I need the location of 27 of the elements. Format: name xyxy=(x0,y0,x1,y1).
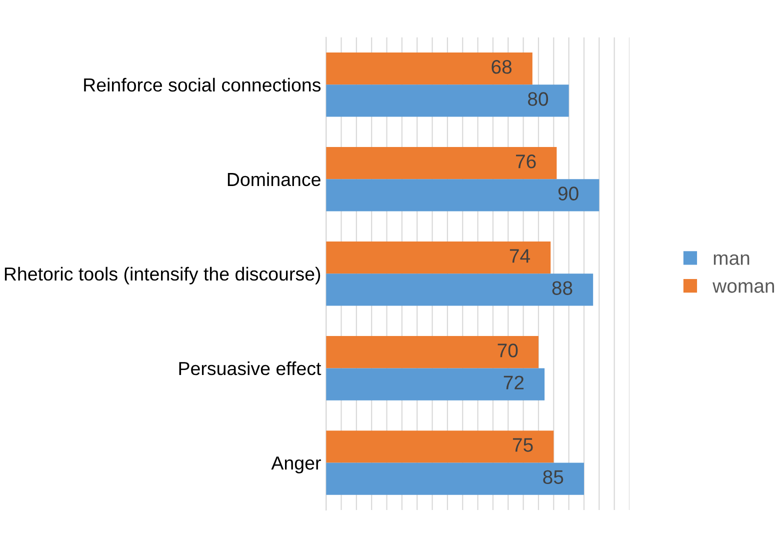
y-tick-label: Persuasive effect xyxy=(179,361,322,376)
y-tick-label: Dominance xyxy=(228,172,320,186)
data-label: 76 xyxy=(516,154,536,168)
legend-label: woman xyxy=(712,282,774,293)
y-tick-label: Anger xyxy=(271,456,321,474)
data-label: 88 xyxy=(552,281,572,295)
bar xyxy=(326,84,569,117)
y-tick-label: Rhetoric tools (intensify the discourse) xyxy=(4,266,320,284)
bar xyxy=(326,52,532,85)
data-label: 80 xyxy=(528,92,548,106)
data-label: 68 xyxy=(492,60,512,74)
bar xyxy=(326,462,584,495)
bar xyxy=(326,336,538,368)
y-tick-label: Reinforce social connections xyxy=(84,78,321,92)
legend-label: man xyxy=(714,254,750,265)
bar xyxy=(326,274,594,306)
data-label: 74 xyxy=(510,249,530,263)
bar xyxy=(326,368,545,400)
bar xyxy=(326,242,551,274)
data-label: 75 xyxy=(512,438,533,452)
bar xyxy=(326,179,600,212)
data-label: 70 xyxy=(498,344,518,358)
data-label: 90 xyxy=(558,186,578,200)
bar xyxy=(326,147,557,180)
data-label: 85 xyxy=(543,470,564,484)
data-label: 72 xyxy=(504,376,524,390)
bar xyxy=(326,430,554,463)
